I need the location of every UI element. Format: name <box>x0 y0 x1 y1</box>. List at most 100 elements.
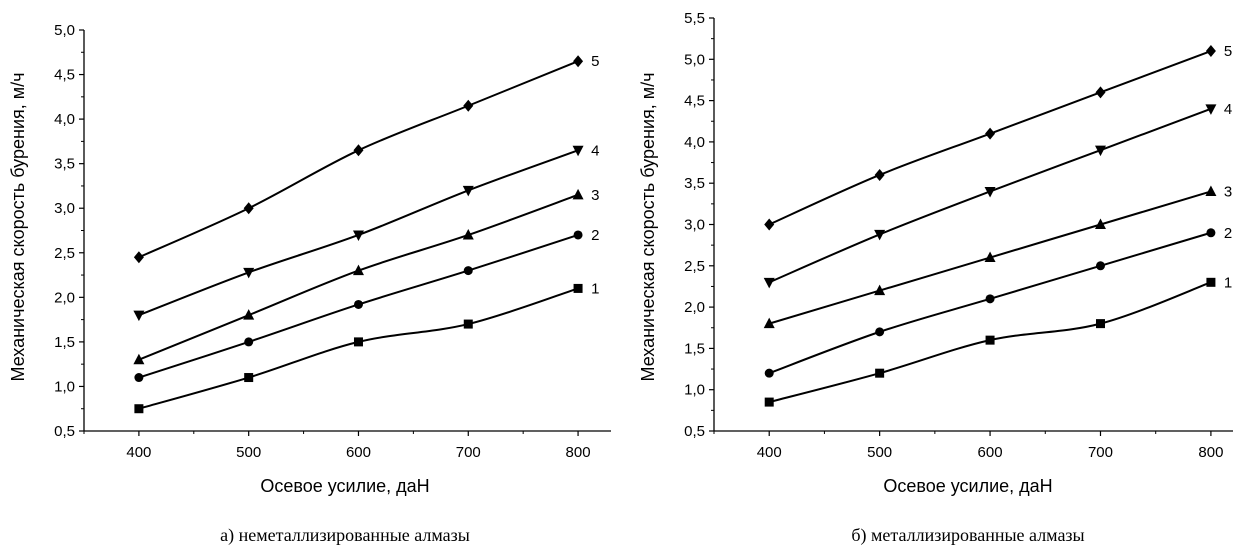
series-label: 2 <box>1224 225 1232 242</box>
data-point-circle <box>875 327 885 337</box>
data-point-diamond <box>1095 86 1106 99</box>
y-axis-label: Механическая скорость бурения, м/ч <box>8 73 28 382</box>
x-tick-label: 800 <box>566 444 591 461</box>
data-point-circle <box>353 299 363 309</box>
data-point-diamond <box>243 202 254 215</box>
series-line <box>138 193 579 361</box>
data-point-diamond <box>463 99 474 112</box>
y-tick-label: 2,5 <box>54 245 75 262</box>
data-point-triangle-up <box>984 251 996 263</box>
data-point-diamond <box>764 218 775 231</box>
y-tick-label: 1,0 <box>54 378 75 395</box>
data-point-square <box>463 319 473 329</box>
series-label: 1 <box>591 280 599 297</box>
y-tick-label: 2,0 <box>54 289 75 306</box>
data-point-triangle-down <box>984 186 996 198</box>
x-tick-label: 600 <box>978 444 1003 461</box>
y-tick-label: 3,0 <box>54 200 75 217</box>
x-tick-label: 400 <box>757 444 782 461</box>
data-point-square <box>573 283 583 293</box>
data-point-diamond <box>874 168 885 181</box>
data-point-circle <box>573 230 583 240</box>
series-label: 1 <box>1224 274 1232 291</box>
data-point-circle <box>1206 228 1216 238</box>
x-tick-label: 500 <box>867 444 892 461</box>
data-point-diamond <box>1205 45 1216 58</box>
y-axis-label: Механическая скорость бурения, м/ч <box>638 73 658 382</box>
data-point-square <box>353 337 363 347</box>
y-tick-label: 1,0 <box>684 382 705 399</box>
data-point-circle <box>985 294 995 304</box>
series-label: 5 <box>591 53 599 70</box>
chart-panel-a: 0,5 1,0 1,5 2,0 2,5 3,0 3,5 4,0 4,5 5,0 400 500 600 7… <box>8 22 611 546</box>
data-point-triangle-down <box>572 145 584 157</box>
x-tick-label: 700 <box>456 444 481 461</box>
data-point-triangle-up <box>243 309 255 320</box>
x-tick-label: 600 <box>346 444 371 461</box>
y-tick-label: 4,0 <box>54 111 75 128</box>
y-tick-label: 2,0 <box>684 299 705 316</box>
y-tick-label: 3,5 <box>684 175 705 192</box>
data-point-triangle-up <box>1094 218 1106 229</box>
data-point-triangle-up <box>133 353 145 365</box>
series-label: 5 <box>1224 43 1232 60</box>
data-point-square <box>1095 319 1105 329</box>
y-tick-label: 2,5 <box>684 258 705 275</box>
chart-panel-b: 0,5 1,0 1,5 2,0 2,5 3,0 3,5 4,0 4,5 5,0 5,5 400 500 6… <box>638 10 1233 546</box>
series-label: 2 <box>591 227 599 244</box>
data-point-diamond <box>133 251 144 264</box>
data-point-triangle-down <box>1094 145 1106 157</box>
data-point-circle <box>244 337 254 347</box>
x-tick-label: 800 <box>1198 444 1223 461</box>
x-tick-label: 700 <box>1088 444 1113 461</box>
y-tick-label: 0,5 <box>684 423 705 440</box>
data-point-triangle-up <box>572 188 584 200</box>
y-tick-label: 3,0 <box>684 217 705 234</box>
data-point-triangle-up <box>874 284 886 296</box>
data-point-square <box>1206 277 1216 287</box>
y-tick-label: 5,0 <box>684 51 705 68</box>
plot-area: 0,5 1,0 1,5 2,0 2,5 3,0 3,5 4,0 4,5 5,0 400 500 600 7… <box>54 22 611 461</box>
y-tick-label: 1,5 <box>684 340 705 357</box>
data-point-triangle-up <box>763 317 775 329</box>
data-point-triangle-down <box>352 230 364 241</box>
data-point-diamond <box>985 127 996 140</box>
series-label: 3 <box>1224 183 1232 200</box>
y-tick-label: 0,5 <box>54 423 75 440</box>
data-point-triangle-down <box>763 277 775 289</box>
data-point-circle <box>463 266 473 276</box>
panel-caption: б) металлизированные алмазы <box>851 525 1084 546</box>
data-point-triangle-down <box>874 229 886 241</box>
data-point-triangle-down <box>1205 104 1217 115</box>
x-axis-label: Осевое усилие, даН <box>883 476 1052 496</box>
data-point-diamond <box>573 55 584 68</box>
data-point-square <box>764 397 774 407</box>
data-point-square <box>134 404 144 414</box>
x-tick-label: 500 <box>236 444 261 461</box>
data-point-circle <box>764 368 774 378</box>
data-point-circle <box>1095 261 1105 271</box>
x-tick-label: 400 <box>126 444 151 461</box>
y-tick-label: 4,5 <box>684 93 705 110</box>
y-tick-label: 5,5 <box>684 10 705 27</box>
y-tick-label: 5,0 <box>54 22 75 39</box>
panel-caption: а) неметаллизированные алмазы <box>220 525 470 546</box>
data-point-triangle-up <box>352 264 364 276</box>
data-point-triangle-down <box>462 185 474 197</box>
data-point-triangle-up <box>462 228 474 240</box>
data-point-circle <box>134 373 144 383</box>
y-tick-label: 4,0 <box>684 134 705 151</box>
plot-area: 0,5 1,0 1,5 2,0 2,5 3,0 3,5 4,0 4,5 5,0 5,5 400 500 6… <box>684 10 1233 461</box>
y-tick-label: 1,5 <box>54 334 75 351</box>
y-tick-label: 3,5 <box>54 156 75 173</box>
series-label: 4 <box>591 142 599 159</box>
data-point-square <box>244 373 254 383</box>
data-point-triangle-down <box>243 267 255 279</box>
data-point-diamond <box>353 144 364 157</box>
data-point-square <box>985 335 995 345</box>
data-point-triangle-up <box>1205 185 1217 196</box>
x-axis-label: Осевое усилие, даН <box>260 476 429 496</box>
series-label: 4 <box>1224 101 1232 118</box>
series-line <box>138 60 579 259</box>
